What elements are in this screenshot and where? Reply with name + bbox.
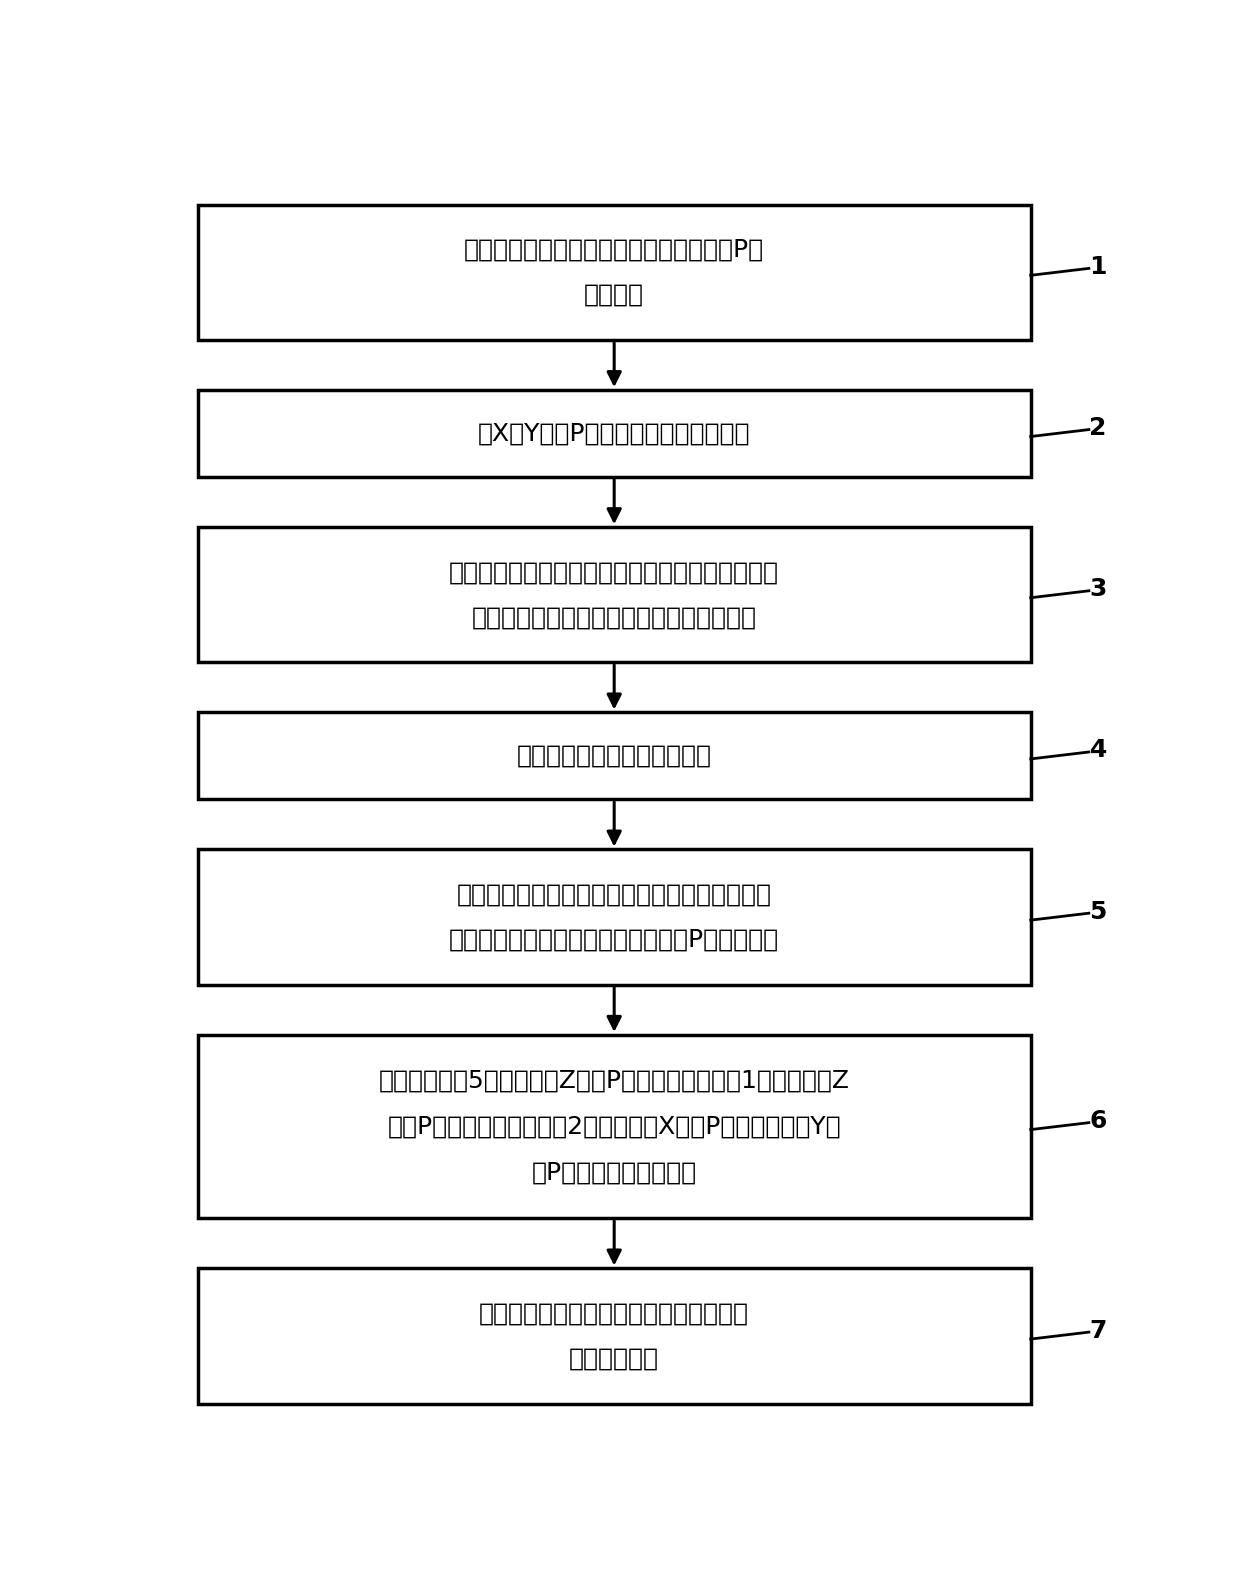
- Text: 选择震源模型，根据所述微地震地面浅井监测数据: 选择震源模型，根据所述微地震地面浅井监测数据: [449, 560, 779, 584]
- Bar: [197, 1035, 1030, 1218]
- Bar: [197, 526, 1030, 661]
- Text: 2: 2: [1090, 417, 1107, 440]
- Bar: [197, 205, 1030, 340]
- Text: 作为反演结果: 作为反演结果: [569, 1347, 660, 1371]
- Text: 量P波初动符号的匹配度: 量P波初动符号的匹配度: [532, 1161, 697, 1185]
- Text: 选择匹配度最高的分量所对应的震源机制: 选择匹配度最高的分量所对应的震源机制: [479, 1302, 749, 1326]
- Text: 3: 3: [1090, 577, 1107, 601]
- Text: 分量P波初动符号、在步骤2）中校正的X分量P波初动符号、Y分: 分量P波初动符号、在步骤2）中校正的X分量P波初动符号、Y分: [387, 1115, 841, 1138]
- Bar: [197, 1269, 1030, 1404]
- Text: 5: 5: [1090, 900, 1107, 924]
- Bar: [197, 390, 1030, 477]
- Text: 6: 6: [1090, 1110, 1107, 1134]
- Bar: [197, 849, 1030, 984]
- Text: 对所述震源机制空间中的格点进行搜索，并在搜: 对所述震源机制空间中的格点进行搜索，并在搜: [456, 882, 771, 906]
- Text: 求取震源模型参数的值，以确定震源机制解: 求取震源模型参数的值，以确定震源机制解: [471, 606, 756, 630]
- Text: 分别计算步骤5）中得到的Z分量P波初动符号与步骤1）中提取的Z: 分别计算步骤5）中得到的Z分量P波初动符号与步骤1）中提取的Z: [378, 1068, 849, 1092]
- Text: 对震源机制空间进行格点离散: 对震源机制空间进行格点离散: [517, 744, 712, 768]
- Text: 7: 7: [1090, 1318, 1107, 1342]
- Bar: [197, 712, 1030, 800]
- Text: 从微地震地面浅井监测数据中获得三分量P波: 从微地震地面浅井监测数据中获得三分量P波: [464, 238, 764, 262]
- Text: 1: 1: [1090, 254, 1107, 278]
- Text: 初动符号: 初动符号: [584, 283, 645, 307]
- Text: 索过程中计算震源机制对应的三分量P波初动符号: 索过程中计算震源机制对应的三分量P波初动符号: [449, 927, 779, 951]
- Text: 4: 4: [1090, 738, 1107, 763]
- Text: 对X、Y分量P波初动符号进行符号校正: 对X、Y分量P波初动符号进行符号校正: [477, 421, 750, 445]
